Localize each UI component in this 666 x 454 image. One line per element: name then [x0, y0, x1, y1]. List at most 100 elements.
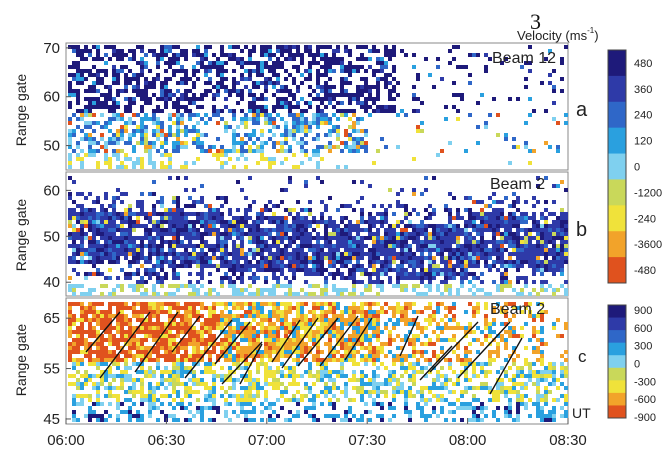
cell	[552, 292, 556, 296]
cell	[180, 362, 184, 366]
cell	[308, 208, 312, 212]
cell	[264, 318, 268, 322]
cell	[548, 232, 552, 236]
cell	[336, 268, 340, 272]
cell	[156, 302, 160, 306]
cell	[120, 89, 124, 93]
cell	[560, 220, 564, 224]
cell	[156, 244, 160, 248]
cell	[452, 236, 456, 240]
cell	[244, 288, 248, 292]
cell	[200, 410, 204, 414]
cell	[104, 244, 108, 248]
cell	[524, 256, 528, 260]
cell	[512, 244, 516, 248]
cell	[328, 93, 332, 97]
cell	[552, 252, 556, 256]
cell	[128, 346, 132, 350]
cell	[232, 292, 236, 296]
cell	[224, 322, 228, 326]
cell	[240, 256, 244, 260]
cell	[308, 236, 312, 240]
cell	[272, 73, 276, 77]
cell	[96, 252, 100, 256]
cell	[72, 338, 76, 342]
cell	[532, 228, 536, 232]
cell	[76, 145, 80, 149]
cell	[200, 196, 204, 200]
cell	[88, 97, 92, 101]
cell	[404, 268, 408, 272]
cell	[84, 354, 88, 358]
cell	[260, 133, 264, 137]
cell	[72, 350, 76, 354]
cell	[392, 105, 396, 109]
cell	[436, 284, 440, 288]
cell	[444, 236, 448, 240]
cell	[100, 77, 104, 81]
cell	[404, 252, 408, 256]
cell	[176, 117, 180, 121]
cell	[284, 89, 288, 93]
cell	[84, 272, 88, 276]
cell	[364, 133, 368, 137]
cell	[228, 109, 232, 113]
cell	[324, 326, 328, 330]
cell	[320, 264, 324, 268]
cell	[336, 208, 340, 212]
cell	[388, 188, 392, 192]
cell	[320, 334, 324, 338]
cell	[140, 69, 144, 73]
cell	[364, 85, 368, 89]
cell	[136, 220, 140, 224]
cell	[188, 354, 192, 358]
cell	[128, 97, 132, 101]
cell	[84, 318, 88, 322]
cell	[440, 240, 444, 244]
cell	[116, 69, 120, 73]
cell	[308, 65, 312, 69]
cell	[216, 354, 220, 358]
cell	[372, 386, 376, 390]
cell	[516, 220, 520, 224]
cell	[276, 97, 280, 101]
cell	[360, 264, 364, 268]
cell	[228, 394, 232, 398]
cell	[104, 350, 108, 354]
cell	[300, 161, 304, 165]
cell	[136, 61, 140, 65]
cell	[124, 192, 128, 196]
cell	[300, 394, 304, 398]
cell	[92, 314, 96, 318]
cell	[344, 113, 348, 117]
cell	[116, 362, 120, 366]
cell	[424, 244, 428, 248]
cell	[212, 220, 216, 224]
cell	[288, 145, 292, 149]
cell	[200, 306, 204, 310]
cell	[268, 49, 272, 53]
cell	[292, 240, 296, 244]
cell	[224, 220, 228, 224]
cell	[512, 216, 516, 220]
cell	[324, 386, 328, 390]
cell	[96, 149, 100, 153]
cell	[468, 260, 472, 264]
cell	[316, 346, 320, 350]
cell	[108, 330, 112, 334]
cell	[108, 97, 112, 101]
cell	[484, 224, 488, 228]
cell	[424, 188, 428, 192]
cell	[288, 264, 292, 268]
cell	[244, 326, 248, 330]
cell	[540, 272, 544, 276]
cell	[264, 354, 268, 358]
cell	[552, 240, 556, 244]
cell	[204, 149, 208, 153]
cell	[228, 89, 232, 93]
cell	[264, 81, 268, 85]
cell	[68, 137, 72, 141]
cell	[200, 378, 204, 382]
cell	[172, 362, 176, 366]
cell	[200, 414, 204, 418]
